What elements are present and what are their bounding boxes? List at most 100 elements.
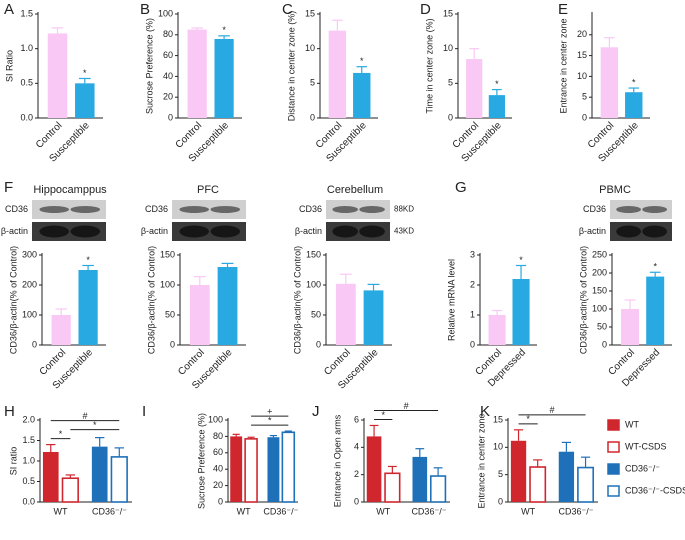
legend-swatch (607, 463, 620, 475)
panel-letter: B (140, 1, 150, 18)
y-tick-label: 5 (498, 469, 503, 479)
y-tick-label: 0.0 (22, 496, 35, 506)
bar (512, 279, 530, 345)
y-axis-label: SI Ratio (4, 50, 14, 82)
y-tick-label: 0.0 (20, 112, 33, 122)
x-group-label: WT (521, 506, 535, 516)
panel-letter: A (4, 1, 14, 18)
panel-letter: C (282, 1, 293, 18)
bar (510, 440, 527, 502)
blot-label: β-actin (579, 226, 606, 236)
blot-band (332, 206, 359, 213)
bar (91, 446, 108, 502)
y-tick-label: 20 (163, 92, 173, 102)
y-tick-label: 100 (592, 303, 607, 313)
blot-label: CD36 (5, 204, 28, 214)
bar (466, 59, 483, 118)
bar (646, 276, 665, 345)
chart-title: PBMC (599, 184, 631, 196)
comparison-label: * (526, 414, 530, 424)
panel-letter: F (4, 179, 13, 196)
y-tick-label: 5 (310, 78, 315, 88)
y-tick-label: 1 (470, 309, 475, 319)
blot-band (359, 225, 385, 238)
bar (529, 466, 547, 503)
y-tick-label: 250 (592, 249, 607, 259)
panel-letter: D (420, 1, 431, 18)
y-tick-label: 15 (305, 8, 315, 18)
blot-band (616, 225, 641, 238)
bar (42, 451, 59, 502)
y-tick-label: 40 (213, 464, 223, 474)
blot-band (210, 206, 241, 213)
bar (61, 477, 79, 503)
significance: * (86, 255, 90, 265)
y-tick-label: 0 (168, 112, 173, 122)
bar (47, 33, 68, 119)
blot-label: CD36 (145, 204, 168, 214)
bar (488, 315, 506, 345)
panel-letter: E (558, 1, 568, 18)
bar (625, 92, 643, 118)
blot-label: β-actin (1, 226, 28, 236)
y-tick-label: 0 (354, 496, 359, 506)
y-tick-label: 5 (582, 92, 587, 102)
y-tick-label: 150 (160, 249, 175, 259)
y-tick-label: 1.5 (22, 435, 35, 445)
blot-row (610, 200, 672, 219)
bar (621, 309, 639, 345)
comparison-label: + (267, 406, 272, 416)
y-axis-label: Relative mRNA level (446, 259, 456, 341)
blot-size: 43KD (394, 227, 414, 236)
y-tick-label: 5 (448, 78, 453, 88)
legend-swatch (607, 419, 620, 431)
y-tick-label: 150 (306, 249, 321, 259)
y-axis-label: Time in center zone (%) (424, 18, 434, 113)
y-axis-label: CD36/β-actin(% of Control) (292, 246, 302, 354)
bar (600, 47, 619, 118)
blot-band (39, 206, 69, 213)
y-axis-label: Entrance in center zone (558, 18, 568, 113)
bar (335, 283, 356, 345)
significance: * (222, 25, 226, 35)
blot-band (642, 225, 668, 238)
bar (488, 95, 505, 118)
panel-letter: H (4, 403, 15, 420)
panel-letter: I (142, 403, 146, 420)
y-tick-label: 0 (310, 112, 315, 122)
legend-label: WT-CSDS (625, 441, 667, 451)
blot-band (332, 225, 359, 238)
x-group-label: CD36⁻/⁻ (263, 506, 298, 516)
legend-swatch (607, 441, 620, 453)
comparison-label: * (59, 429, 63, 439)
y-tick-label: 60 (163, 50, 173, 60)
significance: * (632, 77, 636, 87)
y-tick-label: 200 (592, 267, 607, 277)
y-tick-label: 150 (592, 285, 607, 295)
panel-letter: J (312, 403, 320, 420)
y-tick-label: 0 (498, 496, 503, 506)
bar (78, 270, 98, 345)
y-tick-label: 2 (470, 279, 475, 289)
legend-label: WT (625, 419, 639, 429)
significance: * (519, 255, 523, 265)
y-tick-label: 0 (170, 339, 175, 349)
y-axis-label: Entrance in center zone (476, 413, 486, 508)
y-tick-label: 100 (306, 279, 321, 289)
y-tick-label: 200 (22, 279, 37, 289)
x-group-label: CD36⁻/⁻ (92, 506, 127, 516)
blot-band (179, 225, 209, 238)
y-axis-label: CD36/β-actin(% of Control) (146, 246, 156, 354)
y-tick-label: 1.0 (22, 455, 35, 465)
bar (267, 437, 280, 502)
y-tick-label: 100 (158, 8, 173, 18)
y-tick-label: 0 (32, 339, 37, 349)
blot-size: 88KD (394, 205, 414, 214)
blot-band (642, 206, 668, 213)
chart-title: PFC (197, 184, 219, 196)
blot-label: CD36 (583, 204, 606, 214)
y-tick-label: 15 (443, 8, 453, 18)
y-axis-label: CD36/β-actin(% of Control) (578, 246, 588, 354)
blot-band (70, 225, 101, 238)
blot-label: CD36 (299, 204, 322, 214)
